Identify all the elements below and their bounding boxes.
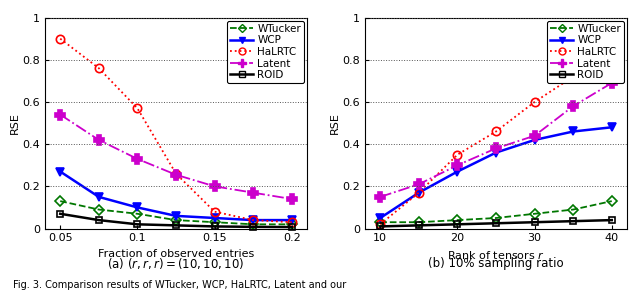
Line: ROID: ROID	[377, 217, 615, 230]
WCP	[56, 170, 64, 173]
Line: WCP: WCP	[376, 123, 616, 222]
Latent	[531, 134, 538, 137]
WCP	[134, 206, 141, 209]
WTucker	[134, 212, 141, 216]
ROID	[376, 225, 384, 228]
Line: WCP: WCP	[56, 167, 296, 224]
Latent	[56, 113, 64, 116]
WTucker	[250, 223, 257, 226]
ROID	[134, 223, 141, 226]
Line: Latent: Latent	[376, 78, 616, 202]
Latent	[570, 104, 577, 108]
WCP	[95, 195, 102, 199]
WCP	[570, 130, 577, 133]
WTucker	[95, 208, 102, 211]
Line: HaLRTC: HaLRTC	[56, 35, 296, 226]
Line: WTucker: WTucker	[57, 198, 295, 228]
Line: ROID: ROID	[57, 210, 295, 231]
Latent	[415, 183, 422, 186]
WCP	[531, 138, 538, 142]
WCP	[211, 216, 218, 220]
ROID	[531, 220, 538, 224]
Latent	[454, 163, 461, 167]
WTucker	[531, 212, 538, 216]
WCP	[415, 191, 422, 195]
ROID	[492, 222, 500, 225]
HaLRTC	[211, 210, 218, 213]
HaLRTC	[492, 130, 500, 133]
HaLRTC	[250, 218, 257, 222]
HaLRTC	[531, 100, 538, 104]
WTucker	[454, 218, 461, 222]
WTucker	[172, 218, 180, 222]
Latent	[172, 173, 180, 176]
WTucker	[376, 220, 384, 224]
Legend: WTucker, WCP, HaLRTC, Latent, ROID: WTucker, WCP, HaLRTC, Latent, ROID	[227, 21, 304, 83]
HaLRTC	[95, 67, 102, 70]
ROID	[250, 225, 257, 229]
Latent	[211, 185, 218, 188]
Text: (a) $(r,r,r) = (10,10,10)$: (a) $(r,r,r) = (10,10,10)$	[108, 256, 244, 271]
WTucker	[608, 199, 616, 203]
HaLRTC	[570, 75, 577, 79]
WCP	[454, 170, 461, 173]
Line: HaLRTC: HaLRTC	[376, 47, 616, 229]
Latent	[608, 81, 616, 85]
Latent	[376, 195, 384, 199]
X-axis label: Rank of tensors $r$: Rank of tensors $r$	[447, 249, 545, 261]
ROID	[570, 219, 577, 223]
WTucker	[288, 223, 296, 226]
Y-axis label: RSE: RSE	[10, 112, 19, 134]
ROID	[95, 218, 102, 222]
Legend: WTucker, WCP, HaLRTC, Latent, ROID: WTucker, WCP, HaLRTC, Latent, ROID	[547, 21, 624, 83]
HaLRTC	[415, 191, 422, 195]
Latent	[492, 146, 500, 150]
ROID	[211, 225, 218, 228]
HaLRTC	[172, 172, 180, 176]
HaLRTC	[56, 37, 64, 40]
Latent	[134, 157, 141, 161]
WTucker	[56, 199, 64, 203]
WTucker	[570, 208, 577, 211]
ROID	[415, 224, 422, 227]
HaLRTC	[376, 223, 384, 226]
WTucker	[211, 220, 218, 224]
Text: Fig. 3. Comparison results of WTucker, WCP, HaLRTC, Latent and our: Fig. 3. Comparison results of WTucker, W…	[13, 280, 346, 290]
ROID	[288, 225, 296, 229]
ROID	[608, 218, 616, 222]
WCP	[492, 151, 500, 154]
ROID	[172, 224, 180, 227]
ROID	[56, 212, 64, 216]
WTucker	[415, 220, 422, 224]
Line: WTucker: WTucker	[377, 198, 615, 226]
HaLRTC	[134, 107, 141, 110]
Y-axis label: RSE: RSE	[330, 112, 339, 134]
Line: Latent: Latent	[56, 110, 296, 204]
ROID	[454, 223, 461, 226]
WCP	[288, 218, 296, 222]
Text: (b) 10% sampling ratio: (b) 10% sampling ratio	[428, 257, 564, 270]
Latent	[95, 138, 102, 142]
HaLRTC	[454, 153, 461, 156]
WCP	[376, 216, 384, 220]
WTucker	[492, 216, 500, 220]
WCP	[172, 214, 180, 218]
WCP	[250, 218, 257, 222]
HaLRTC	[288, 220, 296, 224]
Latent	[288, 197, 296, 201]
HaLRTC	[608, 50, 616, 53]
Latent	[250, 191, 257, 195]
WCP	[608, 125, 616, 129]
X-axis label: Fraction of observed entries: Fraction of observed entries	[98, 249, 254, 259]
